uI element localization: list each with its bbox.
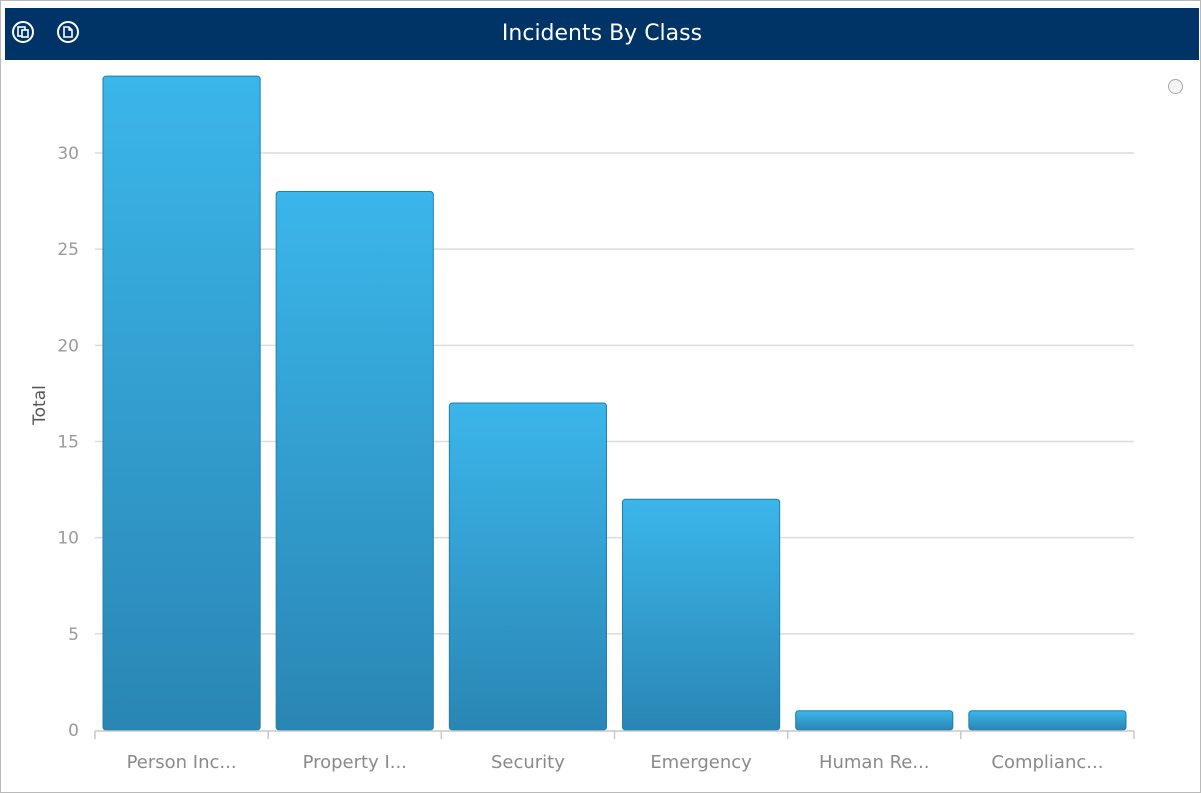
y-tick-label: 0 [68,721,79,741]
y-tick-label: 25 [57,240,79,260]
export-button[interactable] [12,21,34,43]
x-category-label: Person Inc... [127,752,237,773]
copy-icon [63,26,73,38]
x-category-label: Complianc... [991,752,1103,773]
bar-1[interactable] [275,190,434,731]
bar-5[interactable] [968,710,1127,731]
y-axis-title: Total [30,385,50,426]
x-category-label: Emergency [650,752,752,773]
x-category-label: Human Re... [819,752,930,773]
x-category-label: Security [491,752,565,773]
bar-0[interactable] [102,75,261,731]
y-tick-label: 30 [57,144,79,164]
x-category-label: Property I... [303,752,407,773]
bar-2[interactable] [448,402,608,731]
y-tick-label: 20 [57,336,79,356]
bar-3[interactable] [622,498,781,731]
y-tick-label: 10 [57,529,79,549]
chart-title: Incidents By Class [501,21,703,46]
copy-button[interactable] [57,21,79,43]
y-tick-label: 15 [57,433,79,453]
chart-header: Incidents By Class [5,8,1199,60]
bar-4[interactable] [795,710,954,731]
export-icon [17,26,29,38]
chart-options-radio[interactable] [1168,79,1183,94]
y-tick-label: 5 [68,625,79,645]
